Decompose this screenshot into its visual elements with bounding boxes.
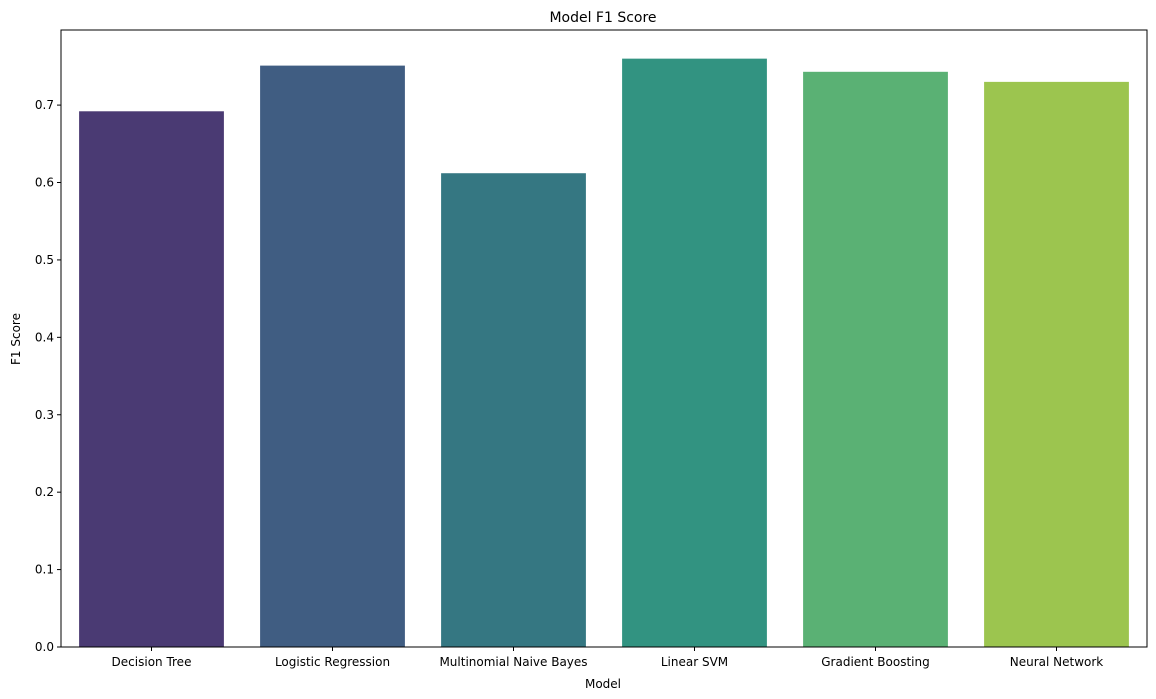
- y-tick-label: 0.0: [35, 640, 54, 654]
- x-tick-label: Linear SVM: [661, 655, 728, 669]
- bar-multinomial-naive-bayes: [441, 173, 586, 647]
- y-axis-ticks: 0.0 0.1 0.2 0.3 0.4 0.5 0.6 0.7: [35, 98, 61, 654]
- y-tick-label: 0.7: [35, 98, 54, 112]
- y-tick-label: 0.4: [35, 330, 54, 344]
- bar-gradient-boosting: [803, 71, 948, 648]
- x-axis-label: Model: [585, 677, 621, 691]
- chart-title: Model F1 Score: [549, 10, 656, 26]
- y-axis-label: F1 Score: [9, 313, 23, 365]
- x-tick-label: Decision Tree: [112, 655, 192, 669]
- bar-decision-tree: [79, 111, 224, 647]
- y-tick-label: 0.5: [35, 253, 54, 267]
- bar-group: [79, 58, 1129, 648]
- bar-neural-network: [984, 81, 1129, 647]
- axes-frame: [60, 29, 1148, 648]
- bar-linear-svm: [622, 58, 767, 647]
- y-tick-label: 0.1: [35, 563, 54, 577]
- x-axis-ticks: Decision Tree Logistic Regression Multinom…: [112, 647, 1104, 669]
- x-tick-label: Neural Network: [1010, 655, 1104, 669]
- y-tick-label: 0.3: [35, 408, 54, 422]
- x-tick-label: Logistic Regression: [275, 655, 390, 669]
- y-tick-label: 0.2: [35, 485, 54, 499]
- x-tick-label: Multinomial Naive Bayes: [439, 655, 587, 669]
- y-tick-label: 0.6: [35, 176, 54, 190]
- bar-logistic-regression: [260, 65, 405, 648]
- x-tick-label: Gradient Boosting: [821, 655, 929, 669]
